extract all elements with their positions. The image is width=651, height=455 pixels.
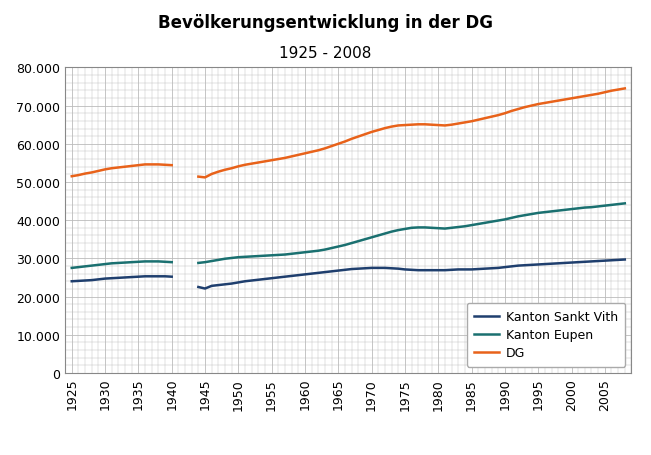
Kanton Sankt Vith <box>621 257 629 263</box>
Kanton Eupen <box>621 201 629 207</box>
Kanton Eupen <box>321 247 329 253</box>
DG <box>201 175 209 181</box>
Text: 1925 - 2008: 1925 - 2008 <box>279 46 372 61</box>
Text: Bevölkerungsentwicklung in der DG: Bevölkerungsentwicklung in der DG <box>158 14 493 31</box>
Kanton Sankt Vith <box>301 272 309 278</box>
Kanton Sankt Vith <box>195 285 202 290</box>
Legend: Kanton Sankt Vith, Kanton Eupen, DG: Kanton Sankt Vith, Kanton Eupen, DG <box>467 303 625 367</box>
Kanton Eupen <box>414 225 422 231</box>
Kanton Sankt Vith <box>568 260 575 266</box>
Kanton Eupen <box>294 251 302 256</box>
Kanton Sankt Vith <box>421 268 429 273</box>
Line: Kanton Eupen: Kanton Eupen <box>199 204 625 263</box>
DG <box>381 126 389 131</box>
Kanton Sankt Vith <box>327 269 335 274</box>
Kanton Eupen <box>607 202 615 208</box>
DG <box>568 96 575 102</box>
DG <box>327 144 335 150</box>
Kanton Eupen <box>374 233 382 238</box>
DG <box>607 89 615 94</box>
DG <box>301 151 309 157</box>
Kanton Sankt Vith <box>201 286 209 292</box>
Line: DG: DG <box>199 89 625 178</box>
DG <box>195 175 202 180</box>
Kanton Sankt Vith <box>381 266 389 271</box>
Kanton Sankt Vith <box>607 258 615 263</box>
Line: Kanton Sankt Vith: Kanton Sankt Vith <box>199 260 625 289</box>
Kanton Eupen <box>561 207 569 213</box>
DG <box>421 122 429 128</box>
Kanton Eupen <box>195 261 202 266</box>
DG <box>621 86 629 92</box>
